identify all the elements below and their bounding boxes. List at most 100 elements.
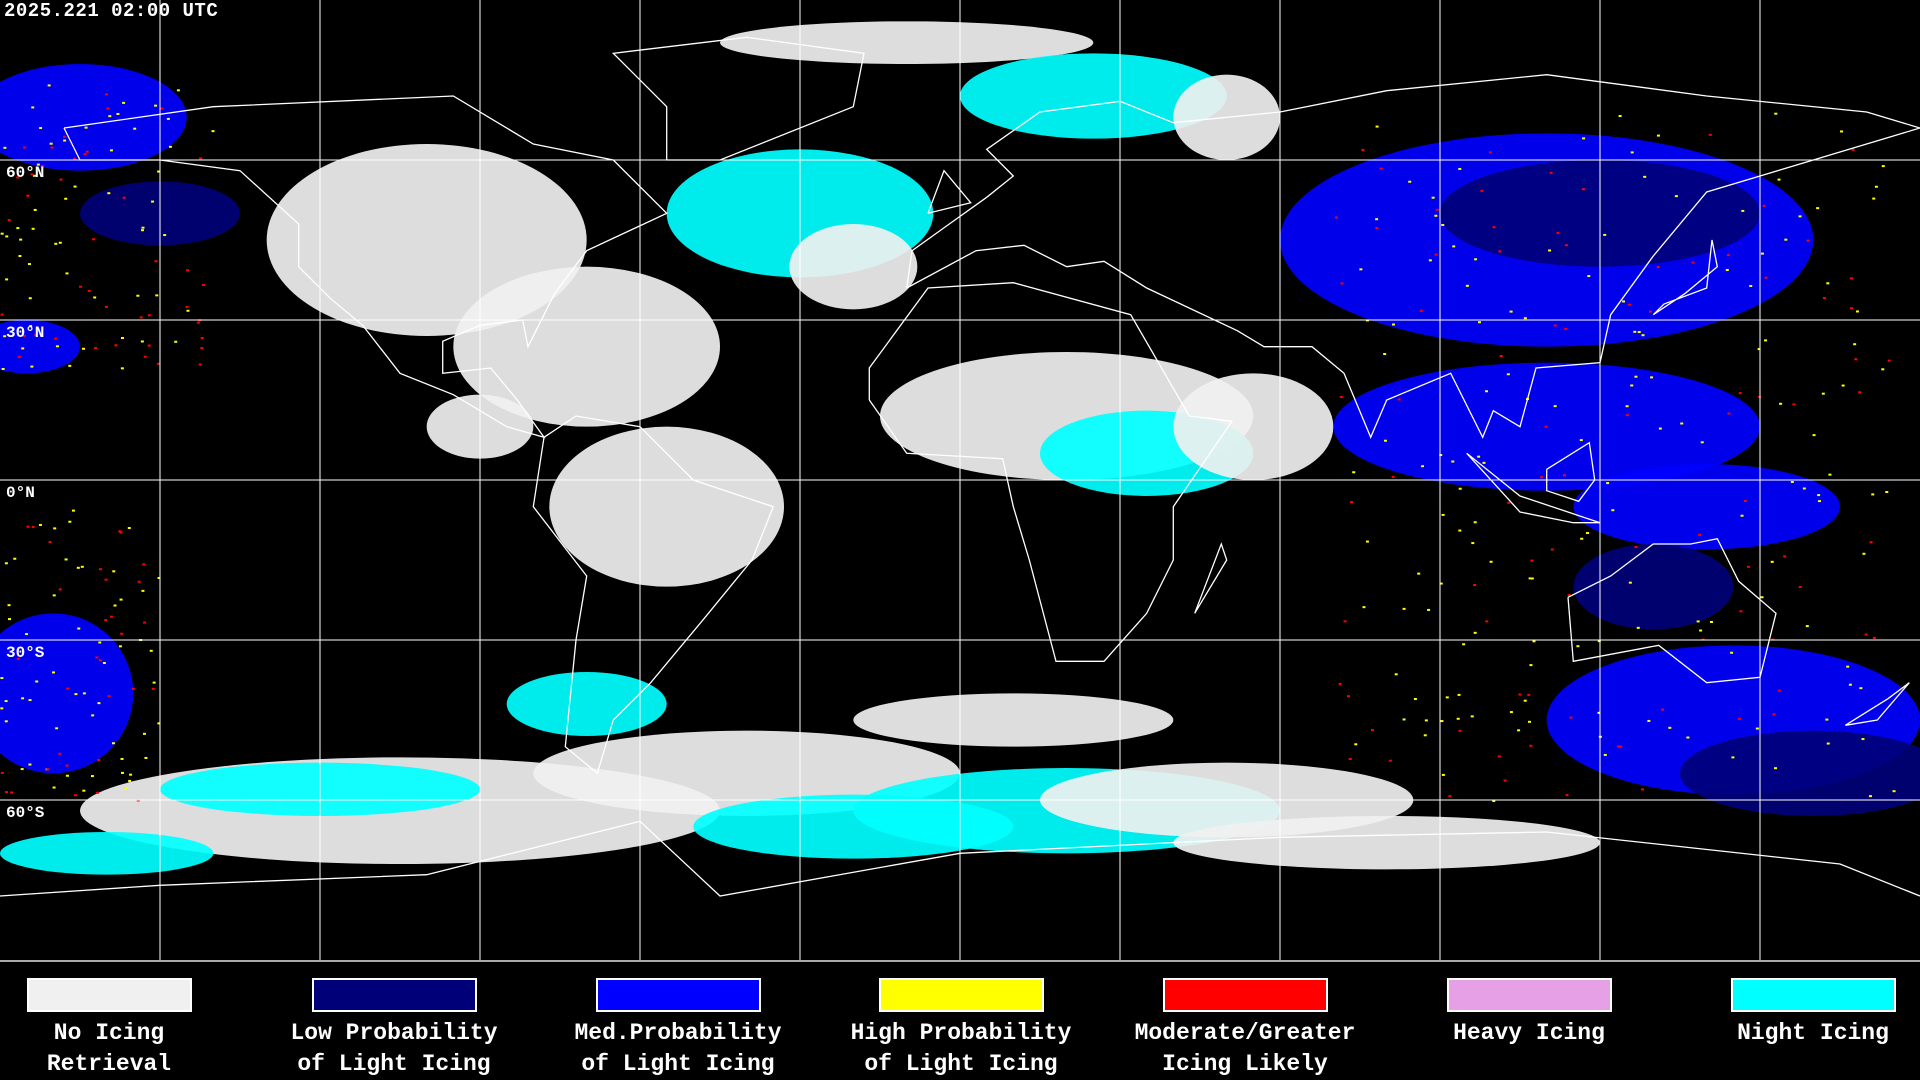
icing-pixel [1871,493,1875,496]
icing-pixel [1441,224,1445,227]
icing-pixel [1413,698,1417,701]
icing-pixel [5,235,9,238]
coastline [1567,537,1777,684]
icing-pixel [1749,284,1753,287]
legend-swatch [1730,978,1896,1012]
icing-pixel [1445,696,1449,699]
icing-pixel [1798,215,1802,218]
icing-pixel [104,305,108,308]
icing-pixel [4,791,8,794]
icing-pixel [1696,620,1700,623]
icing-pixel [38,523,42,526]
icing-pixel [0,677,4,680]
icing-region [0,320,80,374]
icing-pixel [1826,742,1830,745]
icing-pixel [1397,398,1401,401]
icing-pixel [1700,441,1704,444]
icing-pixel [1726,254,1730,257]
icing-pixel [1352,471,1356,474]
icing-pixel [30,365,34,368]
icing-pixel [1727,412,1731,415]
icing-pixel [52,594,56,597]
icing-pixel [1846,665,1850,668]
legend-item-low-prob: Low Probability of Light Icing [252,978,536,1080]
legend-item-moderate: Moderate/Greater Icing Likely [1103,978,1387,1080]
icing-pixel [140,229,144,232]
icing-pixel [1861,738,1865,741]
icing-pixel [21,697,25,700]
legend-item-heavy: Heavy Icing [1387,978,1671,1049]
icing-pixel [163,234,167,237]
icing-region [1173,816,1600,870]
icing-pixel [26,525,30,528]
icing-pixel [1625,414,1629,417]
icing-pixel [81,347,85,350]
icing-pixel [196,321,200,324]
icing-pixel [1392,323,1396,326]
icing-pixel [26,194,30,197]
icing-pixel [28,297,32,300]
icing-pixel [1579,439,1583,442]
icing-pixel [1527,693,1531,696]
icing-pixel [1539,476,1543,479]
icing-pixel [28,699,32,702]
icing-pixel [198,363,202,366]
icing-pixel [1773,767,1777,770]
icing-pixel [1710,621,1714,624]
icing-pixel [23,146,27,149]
icing-pixel [1576,645,1580,648]
icing-pixel [1625,405,1629,408]
icing-pixel [1465,284,1469,287]
icing-pixel [4,700,8,703]
icing-pixel [1731,756,1735,759]
icing-pixel [1471,542,1475,545]
icing-pixel [147,314,151,317]
icing-pixel [39,127,43,130]
icing-pixel [1649,310,1653,313]
icing-pixel [1428,259,1432,262]
icing-pixel [140,340,144,343]
icing-pixel [59,178,63,181]
icing-pixel [65,764,69,767]
icing-pixel [166,117,170,120]
icing-pixel [1777,689,1781,692]
coastlines [0,36,1920,897]
icing-pixel [1402,607,1406,610]
icing-pixel [186,309,190,312]
icing-pixel [1741,209,1745,212]
icing-pixel [50,146,54,149]
icing-pixel [54,242,58,245]
icing-pixel [1452,245,1456,248]
icing-pixel [1550,548,1554,551]
icing-pixel [65,774,69,777]
icing-pixel [155,294,159,297]
icing-pixel [124,787,128,790]
icing-pixel [1457,693,1461,696]
icing-pixel [1597,711,1601,714]
legend-label: Med.Probability of Light Icing [574,1020,782,1077]
icing-pixel [1630,151,1634,154]
icing-pixel [34,334,38,337]
icing-pixel [1,368,5,371]
icing-pixel [1805,625,1809,628]
icing-pixel [1798,585,1802,588]
icing-pixel [1569,716,1573,719]
icing-pixel [1668,726,1672,729]
icing-pixel [120,336,124,339]
icing-region [720,21,1094,64]
icing-pixel [1582,137,1586,140]
icing-pixel [199,157,203,160]
icing-pixel [174,340,178,343]
icing-pixel [144,756,148,759]
coastline [0,820,1920,897]
lat-lon-grid [0,0,1920,960]
icing-pixel [1730,651,1734,654]
lat-label-30s: 30°S [6,644,45,662]
icing-pixel [111,742,115,745]
icing-pixel [1489,560,1493,563]
icing-pixel [7,604,11,607]
icing-pixel [1497,755,1501,758]
coastline [906,74,1920,439]
icing-pixel [63,135,67,138]
icing-region [1573,464,1840,550]
